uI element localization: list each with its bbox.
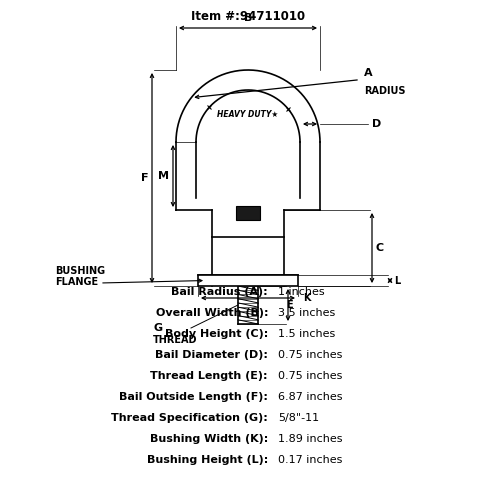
Bar: [236, 206, 260, 220]
Text: 0.75 inches: 0.75 inches: [278, 371, 342, 381]
Text: Thread Specification (G):: Thread Specification (G):: [111, 413, 268, 423]
Text: M: M: [158, 171, 169, 181]
Text: L: L: [394, 276, 400, 285]
Text: Bushing Height (L):: Bushing Height (L):: [147, 455, 268, 465]
Text: Bushing Width (K):: Bushing Width (K):: [150, 434, 268, 444]
Text: D: D: [372, 119, 382, 129]
Text: Bail Radius (A):: Bail Radius (A):: [172, 287, 268, 297]
Text: A: A: [364, 68, 372, 78]
Text: 1.5 inches: 1.5 inches: [278, 329, 335, 339]
Text: FLANGE: FLANGE: [55, 277, 98, 287]
Text: B: B: [244, 13, 252, 23]
Text: 0.75 inches: 0.75 inches: [278, 350, 342, 360]
Text: 3.5 inches: 3.5 inches: [278, 308, 335, 318]
Text: G: G: [153, 323, 162, 333]
Text: Bail Diameter (D):: Bail Diameter (D):: [155, 350, 268, 360]
Text: 0.17 inches: 0.17 inches: [278, 455, 342, 465]
Text: BUSHING: BUSHING: [55, 266, 105, 276]
Text: Body Height (C):: Body Height (C):: [165, 329, 268, 339]
Text: E: E: [286, 300, 292, 310]
Text: Overall Width (B):: Overall Width (B):: [156, 308, 268, 318]
Text: K: K: [303, 293, 310, 303]
Text: HEAVY DUTY★: HEAVY DUTY★: [218, 110, 278, 120]
Text: 1 inches: 1 inches: [278, 287, 324, 297]
Text: 5/8"-11: 5/8"-11: [278, 413, 319, 423]
Text: Item #:94711010: Item #:94711010: [191, 10, 305, 23]
Text: F: F: [140, 173, 148, 183]
Text: C: C: [376, 243, 384, 253]
Text: RADIUS: RADIUS: [364, 86, 406, 96]
Text: 6.87 inches: 6.87 inches: [278, 392, 342, 402]
Text: Thread Length (E):: Thread Length (E):: [150, 371, 268, 381]
Text: THREAD: THREAD: [153, 335, 198, 345]
Text: Bail Outside Length (F):: Bail Outside Length (F):: [119, 392, 268, 402]
Text: 1.89 inches: 1.89 inches: [278, 434, 342, 444]
Bar: [198, 275, 298, 286]
